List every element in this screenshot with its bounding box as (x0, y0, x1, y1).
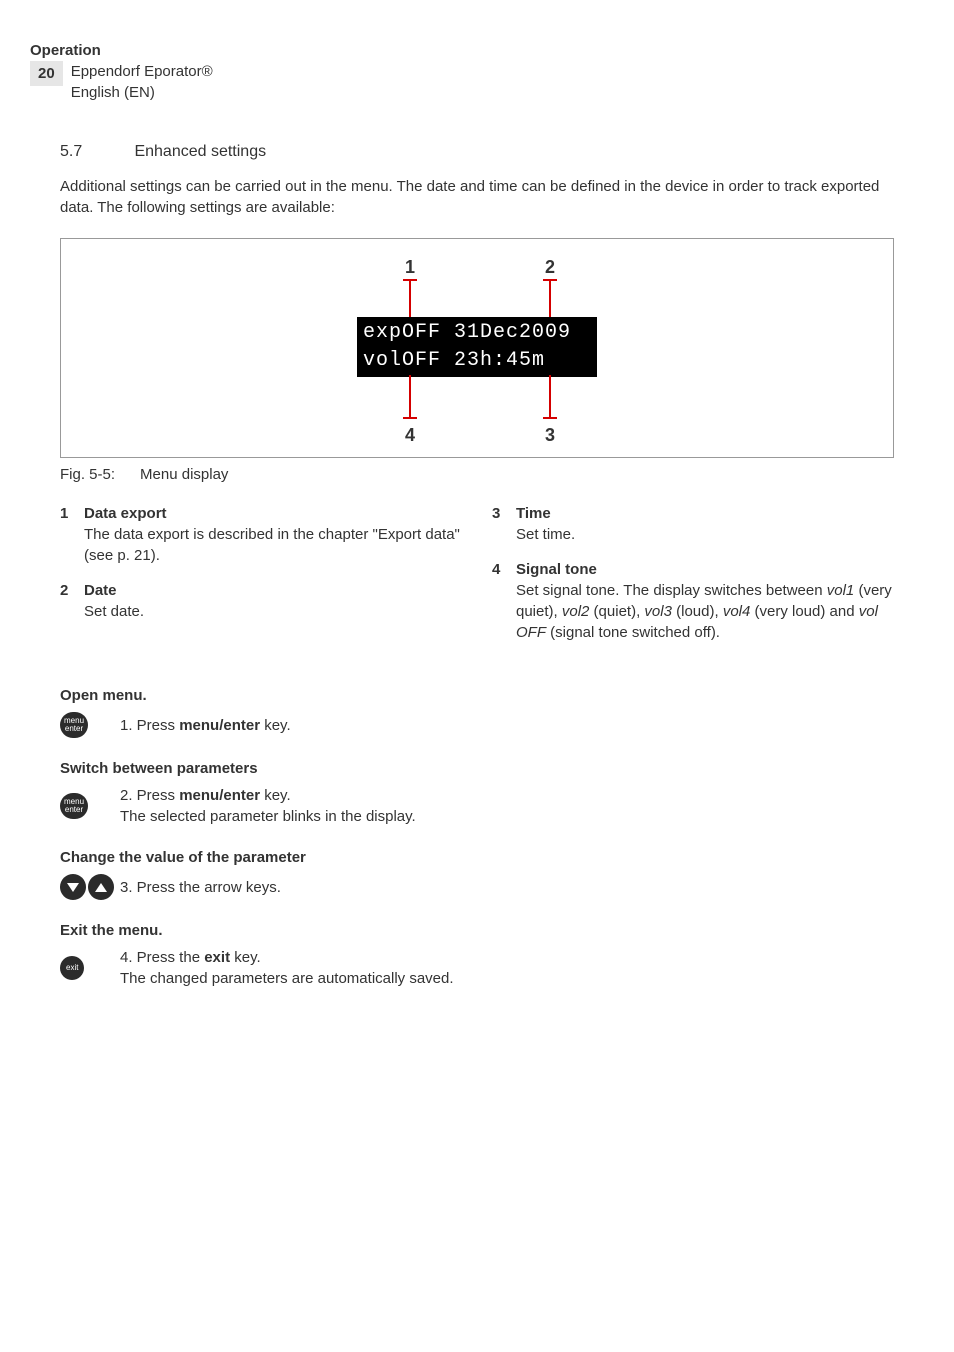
step-bold: menu/enter (179, 787, 260, 804)
figure-box: 1 2 expOFF 31Dec2009 volOFF 23h:45m 4 3 (60, 238, 894, 458)
step-pre: 2. Press (120, 787, 179, 804)
exit-key-icon: exit (60, 956, 120, 980)
step-post: key. (260, 787, 291, 804)
legend-num: 2 (60, 580, 84, 622)
step-row: exit 4. Press the exit key. The changed … (60, 947, 894, 989)
legend-val: vol4 (723, 603, 751, 620)
arrow-up-icon (88, 874, 114, 900)
legend-text: (signal tone switched off). (546, 624, 720, 641)
fig-caption-text: Menu display (140, 466, 228, 483)
legend-item: 3 Time Set time. (492, 503, 894, 545)
legend-left: 1 Data export The data export is describ… (60, 503, 462, 657)
lcd-line1: expOFF 31Dec2009 (363, 319, 591, 347)
leader-tick (403, 417, 417, 419)
step-heading-open: Open menu. (60, 687, 894, 704)
step-bold: menu/enter (179, 717, 260, 734)
step-heading-exit: Exit the menu. (60, 922, 894, 939)
lcd-display: expOFF 31Dec2009 volOFF 23h:45m (357, 317, 597, 377)
legend-val: vol1 (827, 582, 855, 599)
legend-title: Date (84, 580, 462, 601)
legend-body: Set time. (516, 524, 894, 545)
leader-line (549, 375, 551, 419)
step-pre: 4. Press the (120, 949, 204, 966)
fig-label-4: 4 (405, 425, 415, 446)
step-bold: exit (204, 949, 230, 966)
header-product: Eppendorf Eporator® (71, 61, 213, 82)
key-label: menu enter (60, 712, 88, 738)
legend-num: 3 (492, 503, 516, 545)
header-title: Operation (30, 40, 213, 61)
section-heading: 5.7 Enhanced settings (60, 143, 894, 161)
leader-tick (543, 417, 557, 419)
step-row: 3. Press the arrow keys. (60, 874, 894, 900)
section-intro: Additional settings can be carried out i… (60, 176, 894, 218)
legend-item: 1 Data export The data export is describ… (60, 503, 462, 566)
fig-label-1: 1 (405, 257, 415, 278)
fig-label-3: 3 (545, 425, 555, 446)
leader-line (409, 375, 411, 419)
legend-title: Signal tone (516, 559, 894, 580)
page-number: 20 (30, 61, 63, 86)
step-pre: 1. Press (120, 717, 179, 734)
key-label: menu enter (60, 793, 88, 819)
legend-body: Set signal tone. The display switches be… (516, 580, 894, 643)
figure-caption: Fig. 5-5: Menu display (60, 466, 894, 483)
legend-text: (very loud) and (750, 603, 858, 620)
step-text: 2. Press menu/enter key. The selected pa… (120, 785, 894, 827)
step-text: 3. Press the arrow keys. (120, 877, 894, 898)
step-post: key. (230, 949, 261, 966)
legend-num: 1 (60, 503, 84, 566)
arrow-keys-icon (60, 874, 120, 900)
step-post: key. (260, 717, 291, 734)
legend-title: Data export (84, 503, 462, 524)
arrow-down-icon (60, 874, 86, 900)
step-sub: The selected parameter blinks in the dis… (120, 808, 416, 825)
fig-caption-prefix: Fig. 5-5: (60, 466, 115, 483)
legend-columns: 1 Data export The data export is describ… (60, 503, 894, 657)
legend-text: (loud), (672, 603, 723, 620)
key-label: exit (60, 956, 84, 980)
section-title: Enhanced settings (134, 143, 266, 160)
step-row: menu enter 2. Press menu/enter key. The … (60, 785, 894, 827)
legend-body: The data export is described in the chap… (84, 524, 462, 566)
step-text: 1. Press menu/enter key. (120, 715, 894, 736)
legend-title: Time (516, 503, 894, 524)
legend-text: Set signal tone. The display switches be… (516, 582, 827, 599)
step-heading-switch: Switch between parameters (60, 760, 894, 777)
fig-label-2: 2 (545, 257, 555, 278)
legend-num: 4 (492, 559, 516, 643)
menu-enter-key-icon: menu enter (60, 712, 120, 738)
step-sub: The changed parameters are automatically… (120, 970, 454, 987)
legend-val: vol3 (644, 603, 672, 620)
section-number: 5.7 (60, 143, 130, 161)
legend-item: 4 Signal tone Set signal tone. The displ… (492, 559, 894, 643)
legend-right: 3 Time Set time. 4 Signal tone Set signa… (492, 503, 894, 657)
step-row: menu enter 1. Press menu/enter key. (60, 712, 894, 738)
page-header: Operation 20 Eppendorf Eporator® English… (60, 40, 894, 103)
lcd-line2: volOFF 23h:45m (363, 347, 591, 375)
leader-tick (543, 279, 557, 281)
leader-tick (403, 279, 417, 281)
legend-val: vol2 (562, 603, 590, 620)
legend-body: Set date. (84, 601, 462, 622)
header-lang: English (EN) (71, 82, 213, 103)
step-heading-change: Change the value of the parameter (60, 849, 894, 866)
legend-text: (quiet), (589, 603, 644, 620)
menu-enter-key-icon: menu enter (60, 793, 120, 819)
legend-item: 2 Date Set date. (60, 580, 462, 622)
step-text: 4. Press the exit key. The changed param… (120, 947, 894, 989)
